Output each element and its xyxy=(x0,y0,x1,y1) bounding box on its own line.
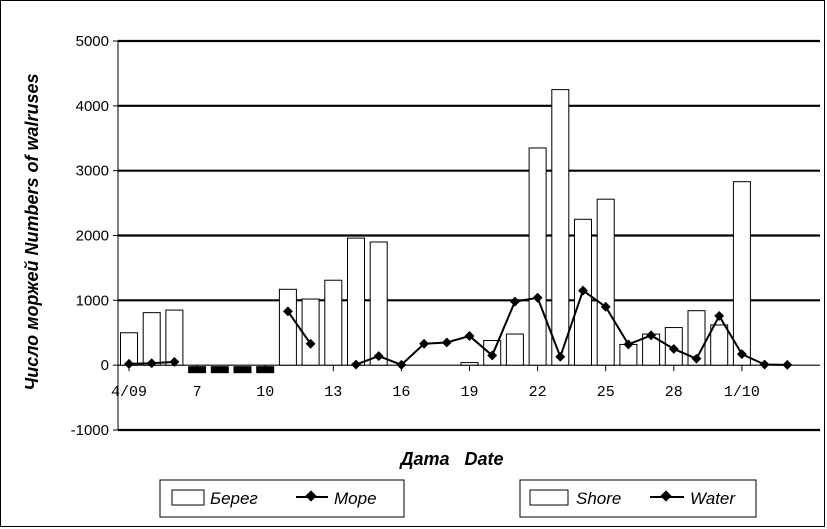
shore-bar xyxy=(528,147,547,366)
x-tick-label: 25 xyxy=(597,384,615,401)
shore-bar xyxy=(710,324,729,366)
legend-line-label: Море xyxy=(334,489,377,508)
water-point xyxy=(600,301,611,312)
x-tick-label: 22 xyxy=(529,384,547,401)
x-tick-label: 10 xyxy=(256,384,274,401)
x-axis-title: Дата Date xyxy=(398,449,503,469)
legend-russian: Берег Море xyxy=(159,479,405,518)
no-data-mark xyxy=(233,366,252,374)
y-tick-label: 5000 xyxy=(76,33,109,50)
y-tick-label: 1000 xyxy=(76,292,109,309)
y-tick-labels: 5000 4000 3000 2000 1000 0 -1000 xyxy=(71,33,109,439)
water-point xyxy=(351,359,361,370)
water-line xyxy=(124,285,793,370)
water-point xyxy=(759,359,770,370)
y-axis-title: Число моржей Numbers of walruses xyxy=(22,73,42,390)
x-tick-label: 13 xyxy=(324,384,342,401)
x-tick-label: 19 xyxy=(460,384,478,401)
water-point xyxy=(623,339,634,350)
shore-bar xyxy=(460,362,479,366)
water-point xyxy=(146,358,157,369)
shore-bar xyxy=(551,89,570,366)
water-point xyxy=(169,356,180,367)
y-tick-label: 2000 xyxy=(76,228,109,245)
water-point xyxy=(509,296,520,307)
shore-bar xyxy=(732,181,751,366)
gridlines xyxy=(113,39,820,432)
legend-water-marker xyxy=(660,490,672,502)
water-point xyxy=(532,292,543,303)
no-data-marks xyxy=(188,366,275,374)
x-tick-label: 7 xyxy=(193,384,202,401)
water-point xyxy=(487,350,498,361)
x-tick-label: 4/09 xyxy=(111,384,147,401)
shore-bar xyxy=(369,241,388,366)
y-tick-label: 3000 xyxy=(76,163,109,180)
water-point xyxy=(555,351,566,362)
legend-shore-label: Shore xyxy=(576,489,621,508)
x-tick-label: 16 xyxy=(392,384,410,401)
x-tick-labels: 4/09 7 10 13 16 19 22 25 28 1/10 xyxy=(111,365,760,401)
x-tick-label: 28 xyxy=(665,384,683,401)
legend-bar-swatch xyxy=(171,489,205,506)
y-tick-label: 4000 xyxy=(76,98,109,115)
shore-bars xyxy=(120,89,751,366)
water-line-segment xyxy=(287,310,312,345)
water-point xyxy=(578,285,588,296)
water-point xyxy=(464,331,475,341)
legend-bar-label: Берег xyxy=(210,489,258,508)
shore-bar xyxy=(347,237,365,366)
water-point xyxy=(305,338,316,349)
legend-water-label: Water xyxy=(690,489,736,508)
water-point xyxy=(441,337,452,348)
water-point xyxy=(736,349,747,360)
shore-bar xyxy=(278,288,297,366)
water-point xyxy=(714,310,725,321)
legend-line-marker xyxy=(305,490,317,502)
water-point xyxy=(782,359,793,370)
water-point xyxy=(419,338,430,349)
shore-bar xyxy=(505,333,524,366)
shore-bar xyxy=(142,312,161,366)
water-point xyxy=(668,344,679,354)
shore-bar xyxy=(301,298,320,366)
y-tick-label: -1000 xyxy=(71,422,109,439)
no-data-mark xyxy=(210,366,229,374)
shore-bar xyxy=(596,198,615,366)
water-point xyxy=(646,330,657,341)
x-tick-label: 1/10 xyxy=(724,384,760,401)
water-point xyxy=(396,359,407,370)
water-point xyxy=(282,306,293,317)
shore-bar xyxy=(324,279,343,366)
water-point xyxy=(691,353,702,364)
water-point xyxy=(373,351,384,362)
legend-shore-swatch xyxy=(529,489,569,506)
y-tick-label: 0 xyxy=(101,357,109,374)
legend-english: Shore Water xyxy=(519,479,757,518)
shore-bar xyxy=(165,309,184,366)
